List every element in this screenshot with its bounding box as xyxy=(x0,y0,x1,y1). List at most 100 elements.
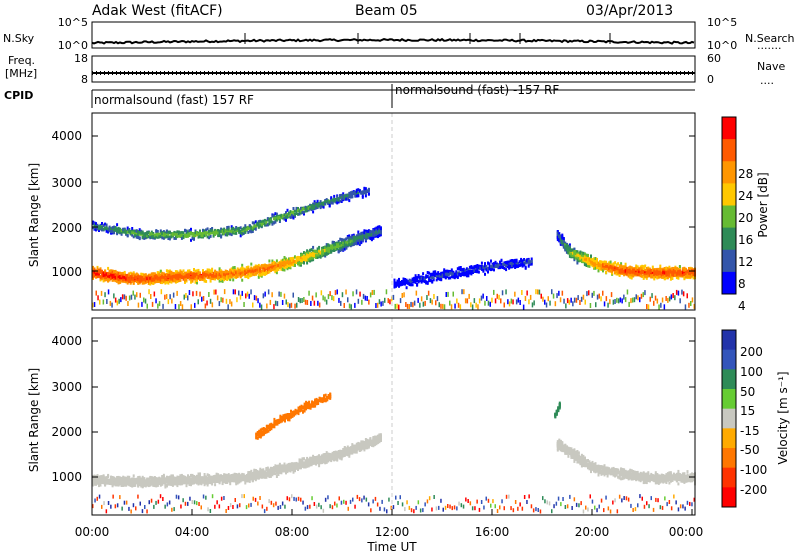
power-echo-main xyxy=(165,280,168,284)
power-echo-main xyxy=(254,266,257,269)
power-echo-main xyxy=(358,239,361,242)
power-echo-main xyxy=(360,235,363,238)
power-echo-main xyxy=(93,268,96,272)
power-echo-upper xyxy=(257,225,260,229)
power-echo-main xyxy=(114,279,117,283)
power-echo-late xyxy=(684,275,687,278)
power-echo-noon xyxy=(405,281,408,285)
power-echo-main xyxy=(245,270,248,274)
power-echo-main xyxy=(230,267,233,271)
power-echo-main xyxy=(113,270,116,274)
power-echo-late xyxy=(656,273,659,277)
power-echo-main xyxy=(370,230,373,234)
power-echo-upper xyxy=(164,235,167,239)
power-echo-main xyxy=(260,273,263,277)
power-echo-main xyxy=(352,243,355,246)
power-echo-noon xyxy=(493,263,495,267)
power-echo-late xyxy=(621,268,624,272)
power-echo-main xyxy=(251,267,254,271)
power-echo-upper xyxy=(209,229,212,233)
power-echo-upper xyxy=(283,213,286,217)
power-echo-main xyxy=(119,276,122,279)
power-echo-main xyxy=(191,275,194,279)
power-echo-late xyxy=(671,277,674,280)
power-echo-late xyxy=(683,268,686,272)
power-echo-upper xyxy=(361,191,364,195)
power-echo-noon xyxy=(488,264,491,268)
power-echo-main xyxy=(137,278,140,282)
power-echo-main xyxy=(357,239,360,243)
power-echo-noon xyxy=(402,279,405,283)
beam-title: Beam 05 xyxy=(355,3,418,19)
power-echo-main xyxy=(196,281,198,285)
power-echo-late xyxy=(665,276,668,280)
power-echo-noon xyxy=(404,282,407,286)
power-echo-upper xyxy=(168,230,171,234)
power-echo-main xyxy=(165,272,168,276)
power-echo-main xyxy=(301,259,304,263)
freq-trace-tick xyxy=(164,71,165,75)
power-echo-main xyxy=(277,267,280,271)
power-echo-upper xyxy=(193,237,195,241)
power-echo-main xyxy=(156,275,159,279)
power-echo-late xyxy=(642,276,645,280)
power-echo-late xyxy=(567,246,570,250)
freq-trace-tick xyxy=(644,71,645,75)
power-echo-main xyxy=(190,272,192,276)
power-echo-main xyxy=(233,272,236,276)
power-echo-main xyxy=(235,274,238,278)
power-echo-main xyxy=(224,271,227,275)
power-echo-late xyxy=(585,260,588,264)
power-echo-main xyxy=(134,279,137,282)
power-echo-late xyxy=(680,270,683,274)
freq-trace-tick xyxy=(172,71,173,75)
power-echo-noon xyxy=(447,276,450,280)
power-echo-upper xyxy=(280,216,283,220)
power-echo-noon xyxy=(464,268,467,272)
power-echo-upper xyxy=(280,213,283,217)
power-echo-main xyxy=(348,243,351,247)
power-echo-upper xyxy=(340,193,343,197)
power-echo-upper xyxy=(101,228,103,232)
freq-trace-tick xyxy=(180,71,181,75)
power-echo-main xyxy=(129,275,132,279)
power-echo-main xyxy=(162,278,165,282)
power-echo-late xyxy=(630,273,633,277)
power-echo-upper xyxy=(117,227,120,231)
power-echo-late xyxy=(583,263,586,267)
power-echo-late xyxy=(621,270,624,274)
power-echo-upper xyxy=(286,212,289,216)
power-echo-main xyxy=(176,272,179,276)
power-echo-noon xyxy=(420,276,423,280)
power-echo-noon xyxy=(443,275,446,279)
power-echo-upper xyxy=(202,234,204,238)
power-echo-main xyxy=(108,269,111,273)
power-echo-late xyxy=(587,264,589,268)
power-echo-late xyxy=(671,270,674,274)
power-echo-noon xyxy=(431,274,434,278)
power-echo-main xyxy=(241,263,244,267)
power-echo-upper xyxy=(194,231,197,235)
power-echo-main xyxy=(161,281,164,285)
power-echo-late xyxy=(570,252,573,256)
power-echo-late xyxy=(585,264,588,267)
freq-trace-tick xyxy=(684,71,685,75)
power-echo-main xyxy=(340,243,343,247)
power-echo-main xyxy=(281,258,284,262)
power-echo-upper xyxy=(322,201,325,205)
power-echo-main xyxy=(271,268,274,272)
power-echo-noon xyxy=(443,268,446,272)
power-echo-main xyxy=(128,273,131,277)
power-echo-late xyxy=(683,271,686,275)
power-echo-main xyxy=(141,276,144,280)
freq-trace-tick xyxy=(628,71,629,75)
noise-panel: N.Sky 10^5 10^0 10^5 10^0 N.Search .....… xyxy=(3,16,795,52)
power-echo-main xyxy=(170,275,173,279)
power-echo-main xyxy=(372,229,375,233)
power-echo-main xyxy=(208,268,211,272)
power-echo-main xyxy=(146,277,149,281)
power-echo-main xyxy=(336,244,339,248)
power-echo-main xyxy=(108,275,111,279)
power-echo-noon xyxy=(416,283,419,287)
power-echo-upper xyxy=(92,221,94,225)
